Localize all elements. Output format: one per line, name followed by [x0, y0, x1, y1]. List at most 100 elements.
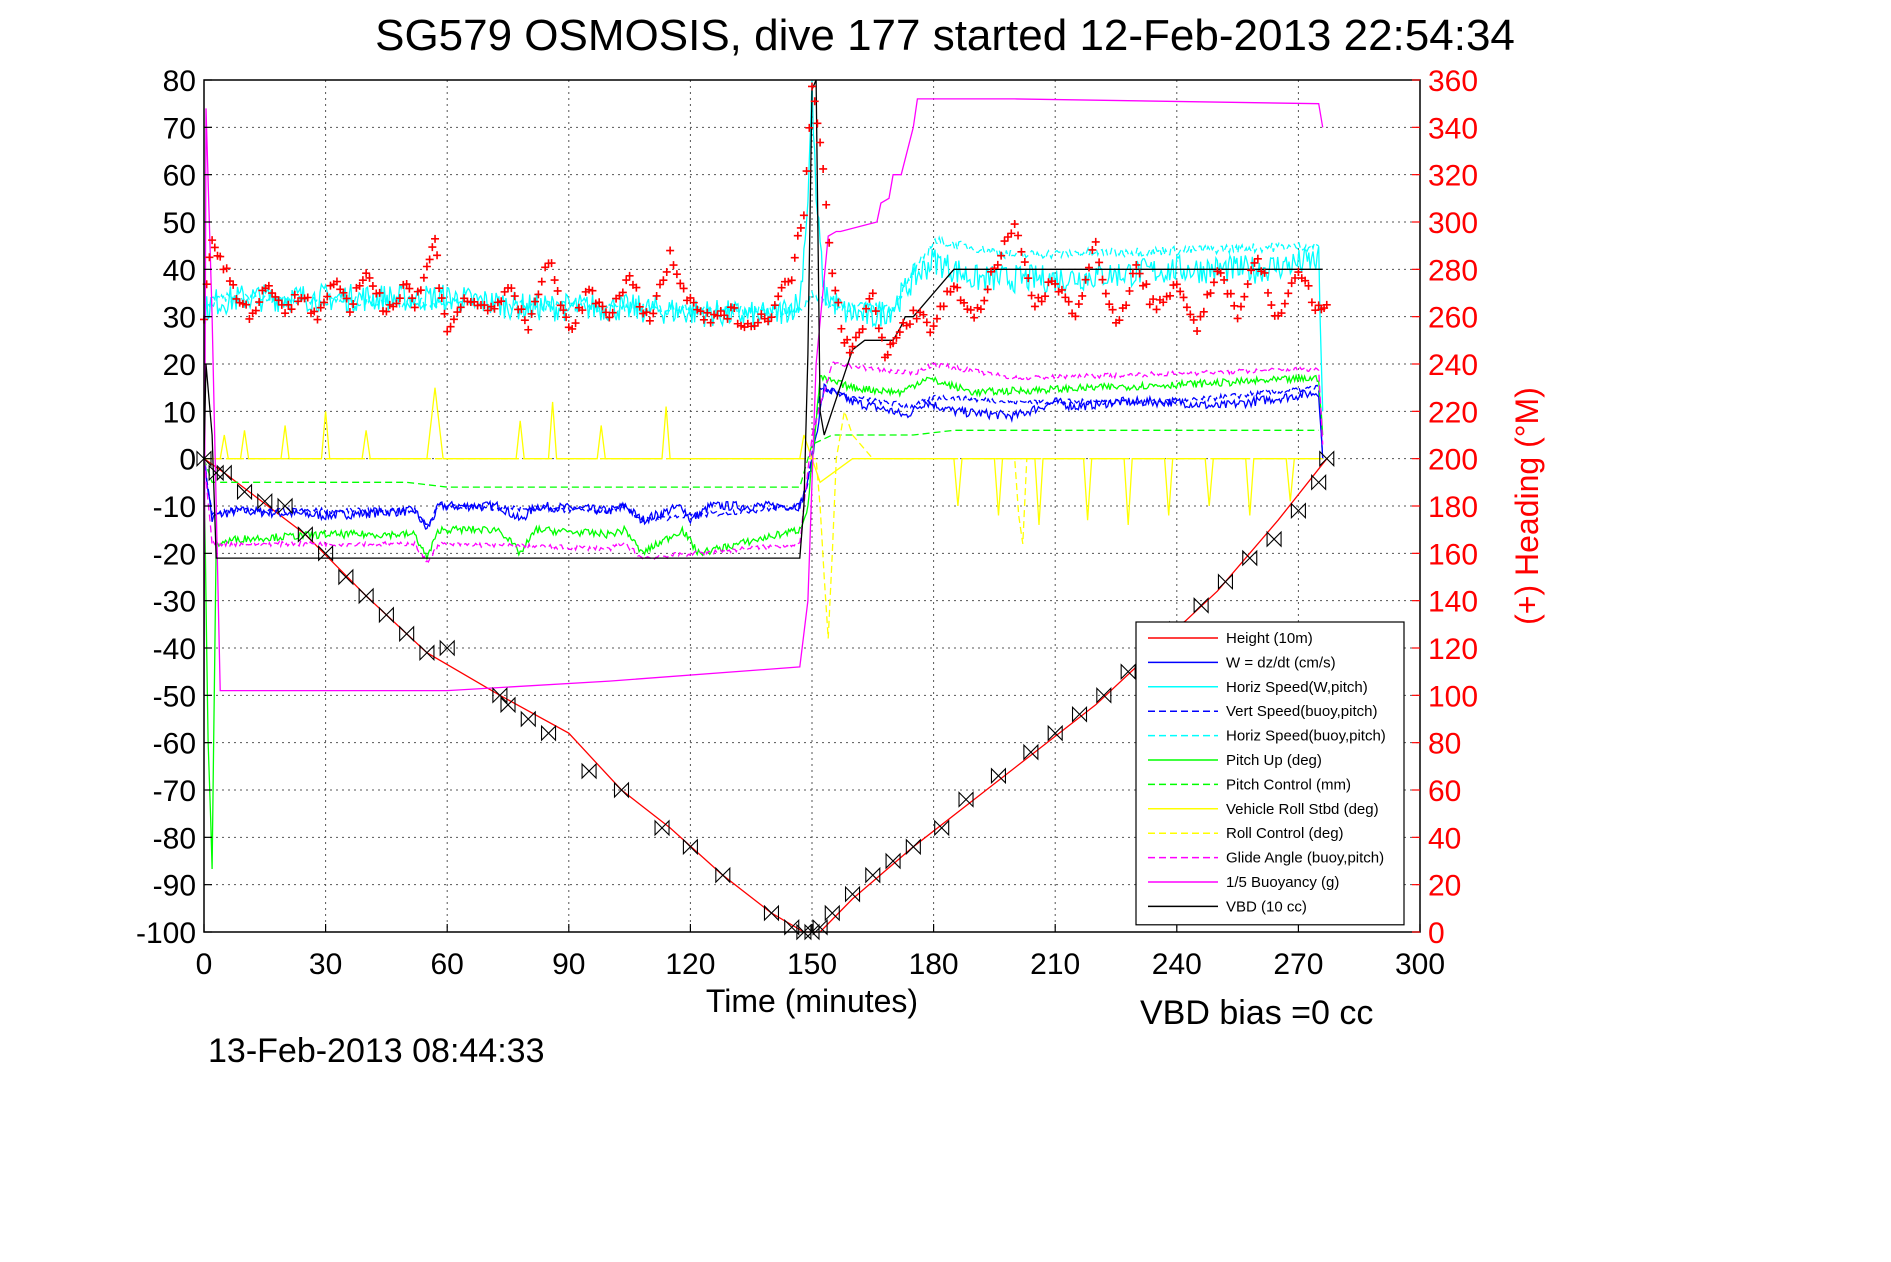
legend-label: Roll Control (deg) — [1226, 825, 1344, 842]
heading-marker — [1226, 289, 1235, 298]
glider-marker — [520, 710, 536, 728]
heading-marker — [358, 276, 367, 285]
heading-marker — [287, 305, 296, 314]
heading-marker — [1084, 263, 1093, 272]
heading-marker — [422, 262, 431, 271]
heading-marker — [1253, 254, 1262, 263]
heading-marker — [912, 314, 921, 323]
y2-tick-label: 280 — [1428, 254, 1478, 287]
glider-markers — [196, 450, 1335, 941]
heading-marker — [799, 211, 808, 220]
y2-tick-label: 60 — [1428, 775, 1461, 808]
legend-label: VBD (10 cc) — [1226, 898, 1307, 915]
y-tick-label: 60 — [163, 160, 196, 193]
heading-marker — [652, 291, 661, 300]
x-axis-label: Time (minutes) — [706, 983, 918, 1019]
heading-marker — [332, 277, 341, 286]
heading-marker — [635, 302, 644, 311]
heading-marker — [1098, 275, 1107, 284]
y2-axis-label: (+) Heading (°M) — [1509, 387, 1545, 625]
heading-marker — [284, 300, 293, 309]
heading-marker — [656, 280, 664, 289]
heading-marker — [534, 290, 543, 299]
heading-marker — [435, 284, 444, 293]
heading-marker — [216, 252, 225, 261]
heading-marker — [1020, 258, 1029, 267]
heading-marker — [242, 300, 251, 309]
series-line-2 — [203, 80, 1324, 412]
y2-tick-label: 40 — [1428, 822, 1461, 855]
heading-marker — [550, 276, 559, 285]
heading-marker — [929, 322, 938, 331]
heading-marker — [1236, 302, 1245, 311]
heading-marker — [245, 314, 254, 323]
heading-marker — [537, 277, 546, 286]
heading-marker — [1095, 258, 1104, 267]
glider-marker — [236, 483, 253, 501]
heading-marker — [425, 255, 434, 264]
heading-marker — [480, 301, 489, 310]
glider-marker — [824, 904, 840, 922]
heading-marker — [1128, 269, 1137, 278]
glider-marker — [1023, 743, 1039, 761]
x-tick-label: 240 — [1152, 948, 1202, 981]
heading-marker — [1260, 268, 1269, 277]
y2-tick-label: 0 — [1428, 917, 1445, 950]
glider-marker — [1217, 573, 1233, 591]
heading-marker — [1088, 245, 1097, 254]
heading-marker — [578, 306, 587, 315]
y-tick-label: 80 — [163, 65, 196, 98]
glider-marker — [1266, 530, 1282, 548]
heading-marker — [816, 138, 825, 147]
heading-marker — [662, 267, 671, 276]
heading-marker — [1078, 291, 1087, 300]
glider-marker — [257, 492, 273, 510]
heading-marker — [871, 307, 880, 316]
heading-marker — [862, 304, 871, 313]
glider-marker — [1319, 450, 1335, 467]
heading-marker — [1091, 237, 1100, 246]
heading-marker — [1115, 316, 1124, 325]
heading-marker — [689, 298, 698, 307]
legend-label: Vert Speed(buoy,pitch) — [1226, 703, 1377, 720]
glider-marker — [1193, 597, 1209, 614]
heading-marker — [446, 322, 455, 331]
heading-marker — [845, 348, 854, 357]
heading-marker — [649, 309, 658, 318]
glider-marker — [196, 450, 212, 467]
heading-marker — [1240, 292, 1249, 301]
heading-marker — [983, 285, 992, 294]
glider-marker — [844, 885, 861, 903]
x-tick-label: 90 — [552, 948, 585, 981]
heading-marker — [1135, 269, 1144, 278]
heading-marker — [208, 236, 217, 245]
series-layer — [203, 79, 1328, 933]
heading-marker — [858, 325, 867, 334]
series-line-5 — [203, 373, 1324, 870]
heading-marker — [796, 223, 805, 232]
heading-marker — [828, 269, 837, 278]
legend-label: Pitch Control (mm) — [1226, 776, 1351, 793]
heading-marker — [440, 309, 449, 318]
glider-marker — [934, 819, 950, 837]
heading-marker — [531, 297, 540, 306]
heading-marker — [805, 123, 814, 132]
heading-marker — [507, 284, 516, 293]
legend-label: W = dz/dt (cm/s) — [1226, 654, 1336, 671]
y2-tick-label: 120 — [1428, 633, 1478, 666]
heading-markers — [200, 82, 1331, 362]
heading-marker — [946, 287, 955, 296]
y2-axis-ticks: 3603403203002802602402202001801601401201… — [1412, 65, 1478, 950]
glider-marker — [812, 918, 828, 936]
heading-marker — [303, 293, 312, 302]
legend-label: Glide Angle (buoy,pitch) — [1226, 850, 1384, 867]
heading-marker — [1017, 247, 1026, 256]
series-line-9 — [203, 361, 1324, 564]
heading-marker — [960, 298, 968, 307]
legend-label: Horiz Speed(buoy,pitch) — [1226, 728, 1386, 745]
heading-marker — [310, 307, 319, 316]
heading-marker — [825, 238, 834, 247]
series-line-3 — [203, 384, 1324, 525]
heading-marker — [976, 305, 985, 314]
heading-marker — [1037, 297, 1046, 306]
